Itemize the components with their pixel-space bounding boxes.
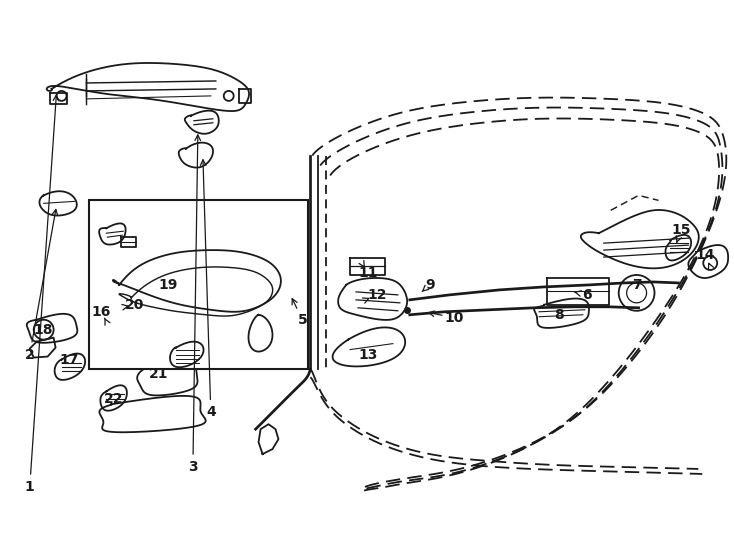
Text: 1: 1 [25, 480, 34, 494]
Text: 19: 19 [159, 278, 178, 292]
Text: 22: 22 [103, 393, 123, 406]
Text: 2: 2 [25, 348, 34, 362]
Text: 14: 14 [696, 248, 715, 262]
Text: 15: 15 [672, 223, 691, 237]
Text: 12: 12 [367, 288, 387, 302]
Bar [90, 200, 308, 369]
Text: 11: 11 [358, 266, 378, 280]
Text: 21: 21 [149, 367, 169, 381]
Text: 8: 8 [554, 308, 564, 322]
Text: 20: 20 [125, 298, 144, 312]
Text: 3: 3 [188, 460, 197, 474]
Text: 13: 13 [358, 348, 378, 362]
Text: 6: 6 [582, 288, 592, 302]
Text: 9: 9 [425, 278, 435, 292]
Text: 16: 16 [92, 305, 111, 319]
Text: 10: 10 [445, 310, 464, 325]
Text: 18: 18 [34, 323, 54, 337]
Text: 7: 7 [632, 278, 642, 292]
Text: 17: 17 [60, 353, 79, 367]
Text: 5: 5 [297, 313, 308, 327]
Text: 4: 4 [206, 405, 216, 419]
